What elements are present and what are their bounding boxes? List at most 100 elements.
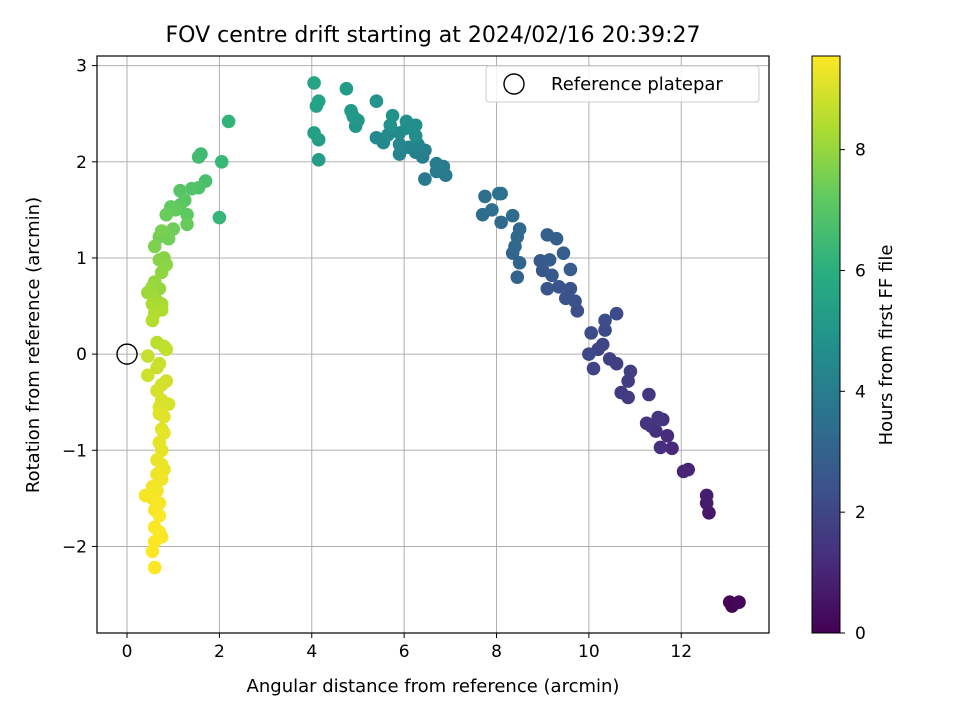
scatter-point	[494, 186, 508, 201]
scatter-point	[586, 361, 601, 376]
y-tick-label: −2	[62, 537, 87, 557]
chart-title: FOV centre drift starting at 2024/02/16 …	[166, 23, 701, 48]
scatter-point	[563, 262, 578, 277]
scatter-point	[582, 347, 596, 361]
scatter-point	[150, 360, 164, 375]
scatter-point	[549, 231, 564, 246]
scatter-point	[385, 108, 400, 123]
legend: Reference platepar	[485, 65, 760, 103]
colorbar-tick-label: 2	[855, 503, 866, 523]
scatter-point	[408, 129, 423, 143]
scatter-point	[184, 181, 199, 196]
x-tick-label: 12	[670, 642, 692, 662]
scatter-point	[145, 544, 160, 559]
scatter-point	[623, 364, 638, 379]
colorbar: 0 2 4 6 8 Hours from first FF file	[811, 55, 897, 644]
reference-platepar-marker	[116, 343, 138, 365]
colorbar-tick-label: 0	[855, 624, 866, 644]
scatter-point	[665, 441, 679, 456]
y-tick-label: 0	[76, 345, 87, 365]
scatter-point	[344, 104, 358, 118]
x-tick-label: 0	[122, 642, 133, 662]
scatter-point	[145, 313, 160, 328]
legend-entry-label: Reference platepar	[551, 74, 723, 95]
scatter-point	[639, 416, 654, 431]
scatter-point	[147, 239, 162, 254]
scatter-point	[556, 246, 571, 260]
y-tick-label: −1	[62, 441, 87, 461]
scatter-point	[732, 595, 746, 610]
scatter-point	[154, 224, 169, 238]
x-tick-label: 8	[491, 642, 502, 662]
scatter-point	[212, 210, 227, 225]
scatter-point	[311, 94, 326, 108]
scatter-point	[147, 560, 162, 575]
scatter-point	[598, 323, 612, 337]
scatter-point	[418, 172, 432, 186]
scatter-point	[180, 207, 194, 222]
scatter-point	[699, 488, 714, 503]
scatter-point	[512, 255, 527, 270]
scatter-point	[584, 326, 598, 340]
scatter-point	[154, 265, 169, 280]
scatter-point	[614, 385, 629, 400]
x-tick-label: 6	[399, 642, 410, 662]
colorbar-tick-label: 4	[855, 382, 866, 402]
scatter-point	[478, 189, 492, 204]
scatter-point	[552, 280, 566, 294]
scatter-point	[339, 81, 354, 96]
scatter-point	[660, 429, 675, 443]
y-axis-label: Rotation from reference (arcmin)	[23, 197, 44, 493]
x-tick-label: 10	[578, 642, 600, 662]
scatter-point	[609, 306, 624, 321]
scatter-point	[642, 387, 656, 402]
scatter-point	[159, 342, 174, 357]
scatter-points	[138, 76, 746, 613]
scatter-point	[505, 208, 520, 223]
scatter-point	[307, 126, 321, 140]
scatter-point	[191, 150, 206, 164]
colorbar-gradient	[811, 55, 841, 634]
y-tick-label: 2	[76, 153, 87, 173]
plot-area-frame	[96, 55, 770, 634]
scatter-point	[180, 217, 194, 232]
scatter-point	[399, 114, 414, 129]
scatter-point	[494, 215, 508, 230]
y-axis-ticks: −2 −1 0 1 2 3	[62, 57, 97, 557]
scatter-point	[141, 349, 155, 363]
scatter-point	[141, 368, 155, 383]
scatter-point	[653, 440, 668, 455]
scatter-point	[369, 94, 384, 108]
scatter-point	[392, 137, 407, 152]
scatter-point	[676, 464, 691, 479]
grid-lines	[97, 56, 769, 633]
scatter-point	[429, 156, 444, 171]
colorbar-tick-label: 8	[855, 141, 866, 161]
scatter-point	[485, 203, 499, 217]
scatter-point	[563, 281, 578, 296]
legend-box	[485, 65, 760, 103]
x-axis-label: Angular distance from reference (arcmin)	[247, 676, 620, 697]
scatter-point	[545, 268, 559, 283]
legend-open-circle-marker	[503, 73, 525, 95]
scatter-point	[595, 337, 610, 352]
scatter-point	[540, 281, 555, 296]
colorbar-ticks: 0 2 4 6 8	[840, 141, 866, 644]
scatter-point	[651, 410, 665, 425]
scatter-point	[157, 409, 171, 424]
y-tick-label: 3	[76, 57, 87, 77]
scatter-point	[154, 472, 169, 486]
x-tick-label: 4	[306, 642, 317, 662]
scatter-point	[152, 508, 167, 523]
scatter-point	[602, 352, 617, 366]
scatter-point	[369, 130, 384, 145]
scatter-point	[214, 154, 229, 169]
scatter-point	[512, 222, 527, 236]
scatter-point	[542, 253, 557, 267]
reference-marker-layer	[116, 343, 138, 365]
scatter-point	[311, 153, 326, 167]
scatter-point	[510, 270, 525, 284]
colorbar-label: Hours from first FF file	[876, 245, 897, 446]
